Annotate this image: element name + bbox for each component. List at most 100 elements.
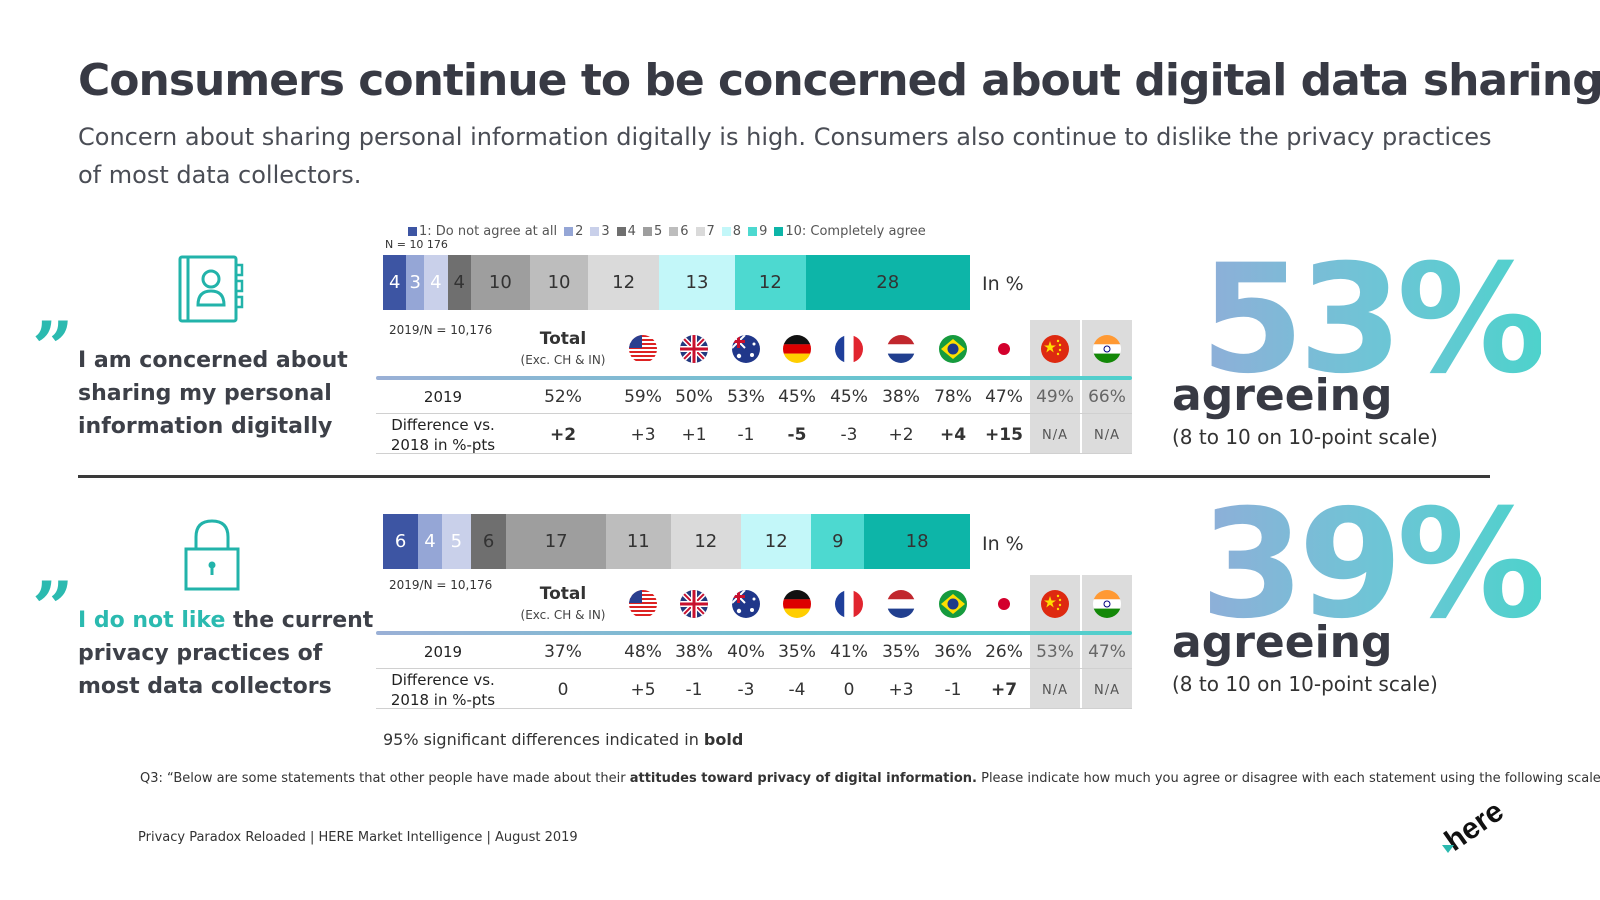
row-label-diff-2: 2018 in %-pts	[390, 436, 496, 454]
row-label-diff-1: Difference vs.	[391, 416, 495, 434]
legend-item: 8	[721, 224, 742, 239]
china-flag-icon	[1041, 335, 1069, 363]
statement-highlight: I do not like	[78, 608, 226, 633]
france-flag-icon	[835, 590, 863, 618]
total-header: Total	[539, 329, 587, 349]
value-2019: 53%	[727, 387, 765, 407]
value-2019: 53%	[1036, 642, 1074, 662]
legend-swatch	[616, 227, 626, 236]
bar-segment-3: 4	[424, 255, 448, 310]
difference-value: -3	[840, 425, 858, 445]
agreeing-label: agreeing	[1172, 370, 1393, 421]
value-2019: 66%	[1088, 387, 1126, 407]
difference-value: +5	[630, 680, 656, 700]
section-divider	[78, 475, 1490, 478]
legend-swatch	[721, 227, 731, 236]
page-subtitle: Concern about sharing personal informati…	[78, 123, 1492, 189]
padlock-icon	[183, 517, 241, 597]
statement-dislike: I do not like the current privacy practi…	[78, 604, 378, 703]
uk-flag-icon	[680, 335, 708, 363]
in-percent-label: In %	[982, 273, 1024, 295]
value-2019: 35%	[778, 642, 816, 662]
quote-mark-icon: ”	[32, 305, 74, 390]
brazil-flag-icon	[939, 335, 967, 363]
value-2019: 37%	[544, 642, 582, 662]
difference-value: +3	[888, 680, 914, 700]
total-header: Total	[539, 584, 587, 604]
bar-segment-10: 28	[805, 255, 970, 310]
difference-value: -1	[737, 425, 755, 445]
legend-item: 6	[669, 224, 689, 239]
legend-item: 2	[564, 224, 583, 239]
value-2019: 26%	[985, 642, 1023, 662]
legend-label: 9	[759, 224, 768, 239]
bar-segment-1: 4	[383, 255, 407, 310]
difference-value: 0	[843, 680, 855, 700]
row-divider	[376, 708, 1132, 709]
bar-segment-7: 12	[670, 514, 742, 569]
japan-flag-icon	[990, 590, 1018, 618]
difference-value: -3	[737, 680, 755, 700]
difference-value: N/A	[1094, 428, 1120, 443]
agreeing-label: agreeing	[1172, 617, 1393, 668]
japan-flag-icon	[990, 335, 1018, 363]
table-n-label: 2019/N = 10,176	[389, 578, 493, 592]
legend-swatch	[695, 227, 705, 236]
quote-mark-icon: ”	[32, 565, 74, 650]
contact-book-icon	[176, 255, 246, 329]
legend-item: 9	[748, 224, 767, 239]
legend-swatch	[408, 227, 417, 236]
value-2019: 59%	[624, 387, 662, 407]
in-percent-label: In %	[982, 533, 1024, 555]
india-flag-icon	[1093, 590, 1121, 618]
legend-label: 10: Completely agree	[785, 224, 926, 239]
legend-label: 5	[653, 224, 663, 239]
difference-value: N/A	[1094, 683, 1120, 698]
value-2019: 47%	[985, 387, 1023, 407]
table-n-label: 2019/N = 10,176	[389, 323, 493, 337]
value-2019: 36%	[934, 642, 972, 662]
legend-swatch	[590, 227, 600, 236]
value-2019: 50%	[675, 387, 713, 407]
chart-legend: 1: Do not agree at all 2 3 4 5 6 7 8 9 10: Comple…	[408, 224, 933, 239]
significance-note: 95% significant differences indicated in…	[383, 730, 743, 749]
bar-segment-5: 17	[506, 514, 607, 569]
value-2019: 40%	[727, 642, 765, 662]
legend-item: 10: Completely agree	[774, 224, 926, 239]
footer-source: Privacy Paradox Reloaded | HERE Market I…	[138, 830, 578, 845]
legend-label: 6	[680, 224, 689, 239]
row-divider	[376, 453, 1132, 454]
total-subheader: (Exc. CH & IN)	[520, 608, 606, 622]
difference-value: -1	[944, 680, 962, 700]
q3-suffix: Please indicate how much you agree or di…	[976, 771, 1600, 786]
difference-value: +7	[990, 680, 1018, 700]
difference-value: +15	[985, 425, 1023, 445]
difference-value: -5	[787, 425, 807, 445]
netherlands-flag-icon	[887, 590, 915, 618]
india-flag-icon	[1093, 335, 1121, 363]
difference-value: 0	[557, 680, 569, 700]
bar-segment-4: 6	[471, 514, 507, 569]
bar-segment-6: 10	[529, 255, 589, 310]
legend-label: 8	[732, 224, 742, 239]
bar-segment-4: 4	[447, 255, 472, 310]
legend-swatch	[669, 227, 679, 236]
row-label-diff-2: 2018 in %-pts	[390, 691, 496, 709]
question-text: Q3: “Below are some statements that othe…	[140, 771, 1600, 786]
difference-value: +2	[888, 425, 914, 445]
row-divider	[376, 668, 1132, 669]
difference-value: +2	[549, 425, 577, 445]
value-2019: 52%	[544, 387, 582, 407]
legend-label: 2	[575, 224, 584, 239]
total-subheader: (Exc. CH & IN)	[520, 353, 606, 367]
legend-label: 3	[601, 224, 610, 239]
bar-segment-9: 9	[811, 514, 865, 569]
australia-flag-icon	[732, 590, 760, 618]
legend-item: 7	[695, 224, 715, 239]
difference-value: +3	[630, 425, 656, 445]
bar-segment-7: 12	[588, 255, 659, 310]
bar-segment-1: 6	[383, 514, 419, 569]
bar-segment-10: 18	[864, 514, 970, 569]
bar-segment-2: 4	[418, 514, 442, 569]
big-stat-53: 53%	[1200, 233, 1547, 407]
